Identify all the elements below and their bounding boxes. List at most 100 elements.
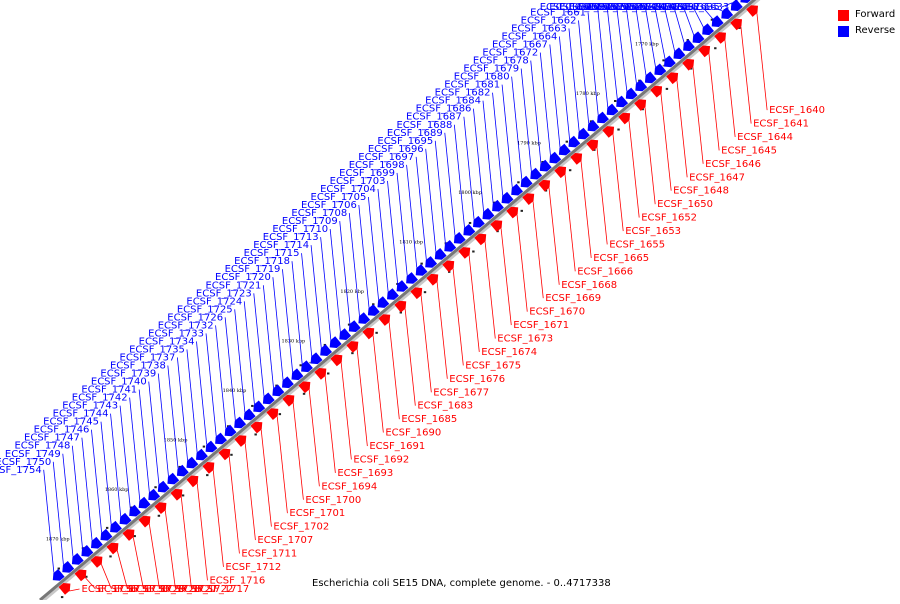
feature-mark bbox=[279, 413, 281, 415]
gene-leader-line bbox=[130, 398, 140, 501]
gene-leader-line bbox=[368, 197, 378, 300]
gene-leader-line bbox=[677, 80, 687, 177]
feature-mark bbox=[61, 596, 63, 598]
gene-leader-line bbox=[196, 341, 206, 444]
gene-leader-line bbox=[588, 12, 598, 115]
kbp-tick-label: 1800 kbp bbox=[458, 190, 482, 196]
gene-leader-line bbox=[340, 221, 350, 324]
forward-gene-label: ECSF_1692 bbox=[353, 454, 409, 465]
kbp-tick-label: 1830 kbp bbox=[281, 339, 305, 345]
gene-leader-line bbox=[565, 175, 575, 272]
forward-gene-label: ECSF_1707 bbox=[257, 535, 313, 546]
feature-mark bbox=[566, 141, 568, 143]
gene-leader-line bbox=[421, 295, 431, 392]
gene-leader-line bbox=[741, 27, 751, 124]
gene-leader-line bbox=[407, 165, 417, 268]
gene-leader-line bbox=[149, 382, 159, 485]
gene-leader-line bbox=[165, 510, 175, 589]
feature-mark bbox=[420, 263, 422, 265]
gene-leader-line bbox=[464, 117, 474, 220]
forward-gene-label: ECSF_1675 bbox=[465, 360, 521, 371]
gene-leader-line bbox=[597, 148, 607, 245]
forward-gene-label: ECSF_1676 bbox=[449, 374, 505, 385]
gene-leader-line bbox=[229, 457, 239, 554]
gene-leader-line bbox=[387, 181, 397, 284]
feature-mark bbox=[614, 100, 616, 102]
gene-leader-line bbox=[282, 269, 292, 372]
feature-mark bbox=[617, 129, 619, 131]
gene-leader-line bbox=[69, 589, 79, 591]
gene-leader-line bbox=[330, 229, 340, 332]
forward-gene-label: ECSF_1650 bbox=[657, 199, 713, 210]
forward-gene-label: ECSF_1702 bbox=[273, 522, 329, 533]
forward-swatch bbox=[838, 10, 849, 21]
feature-mark bbox=[154, 486, 156, 488]
feature-mark bbox=[666, 88, 668, 90]
gene-leader-line bbox=[493, 93, 503, 196]
kbp-tick-label: 1770 kbp bbox=[635, 42, 659, 48]
feature-mark bbox=[158, 515, 160, 517]
gene-leader-line bbox=[469, 255, 479, 352]
gene-leader-line bbox=[277, 416, 287, 513]
forward-gene-label: ECSF_1736 bbox=[82, 584, 138, 595]
gene-leader-line bbox=[485, 242, 495, 339]
gene-leader-line bbox=[44, 470, 54, 573]
gene-leader-line bbox=[389, 322, 399, 419]
forward-gene-label: ECSF_1671 bbox=[513, 320, 569, 331]
gene-leader-line bbox=[321, 237, 331, 340]
gene-leader-line bbox=[325, 376, 335, 473]
feature-mark bbox=[351, 352, 353, 354]
gene-leader-line bbox=[521, 69, 531, 172]
feature-mark bbox=[375, 332, 377, 334]
feature-mark bbox=[182, 494, 184, 496]
gene-leader-line bbox=[149, 524, 159, 589]
gene-leader-line bbox=[111, 414, 121, 517]
reverse-swatch bbox=[838, 26, 849, 37]
feature-mark bbox=[327, 372, 329, 374]
gene-leader-line bbox=[263, 285, 273, 388]
gene-leader-line bbox=[517, 215, 527, 312]
forward-gene-label: ECSF_1646 bbox=[705, 159, 761, 170]
feature-mark bbox=[517, 181, 519, 183]
feature-mark bbox=[109, 555, 111, 557]
gene-leader-line bbox=[206, 333, 216, 436]
gene-leader-line bbox=[187, 349, 197, 452]
gene-leader-line bbox=[426, 149, 436, 252]
forward-gene-label: ECSF_1665 bbox=[593, 253, 649, 264]
gene-leader-line bbox=[531, 61, 541, 164]
gene-leader-line bbox=[437, 282, 447, 379]
gene-leader-line bbox=[693, 67, 703, 164]
gene-leader-line bbox=[502, 85, 512, 188]
forward-gene-label: ECSF_1669 bbox=[545, 293, 601, 304]
gene-leader-line bbox=[405, 309, 415, 406]
gene-leader-line bbox=[168, 365, 178, 468]
gene-leader-line bbox=[311, 245, 321, 348]
gene-leader-line bbox=[197, 484, 207, 581]
feature-mark bbox=[714, 47, 716, 49]
gene-leader-line bbox=[578, 20, 588, 123]
legend-reverse: Reverse bbox=[838, 24, 898, 40]
feature-mark bbox=[203, 446, 205, 448]
feature-mark bbox=[472, 251, 474, 253]
gene-leader-line bbox=[373, 336, 383, 433]
gene-leader-line bbox=[341, 363, 351, 460]
gene-leader-line bbox=[235, 309, 245, 412]
gene-leader-line bbox=[91, 430, 101, 533]
gene-leader-line bbox=[213, 470, 223, 567]
gene-leader-line bbox=[72, 446, 82, 549]
forward-gene-label: ECSF_1673 bbox=[497, 334, 553, 345]
forward-gene-label: ECSF_1694 bbox=[321, 481, 377, 492]
forward-gene-label: ECSF_1647 bbox=[689, 172, 745, 183]
gene-leader-line bbox=[725, 40, 735, 137]
gene-leader-line bbox=[501, 228, 511, 325]
forward-gene-label: ECSF_1645 bbox=[721, 145, 777, 156]
feature-mark bbox=[569, 169, 571, 171]
forward-gene-label: ECSF_1693 bbox=[337, 468, 393, 479]
gene-leader-line bbox=[139, 390, 149, 493]
forward-gene-label: ECSF_1712 bbox=[225, 562, 281, 573]
gene-leader-line bbox=[101, 422, 111, 525]
reverse-gene-label: ECSF_1754 bbox=[0, 465, 42, 476]
feature-mark bbox=[303, 393, 305, 395]
